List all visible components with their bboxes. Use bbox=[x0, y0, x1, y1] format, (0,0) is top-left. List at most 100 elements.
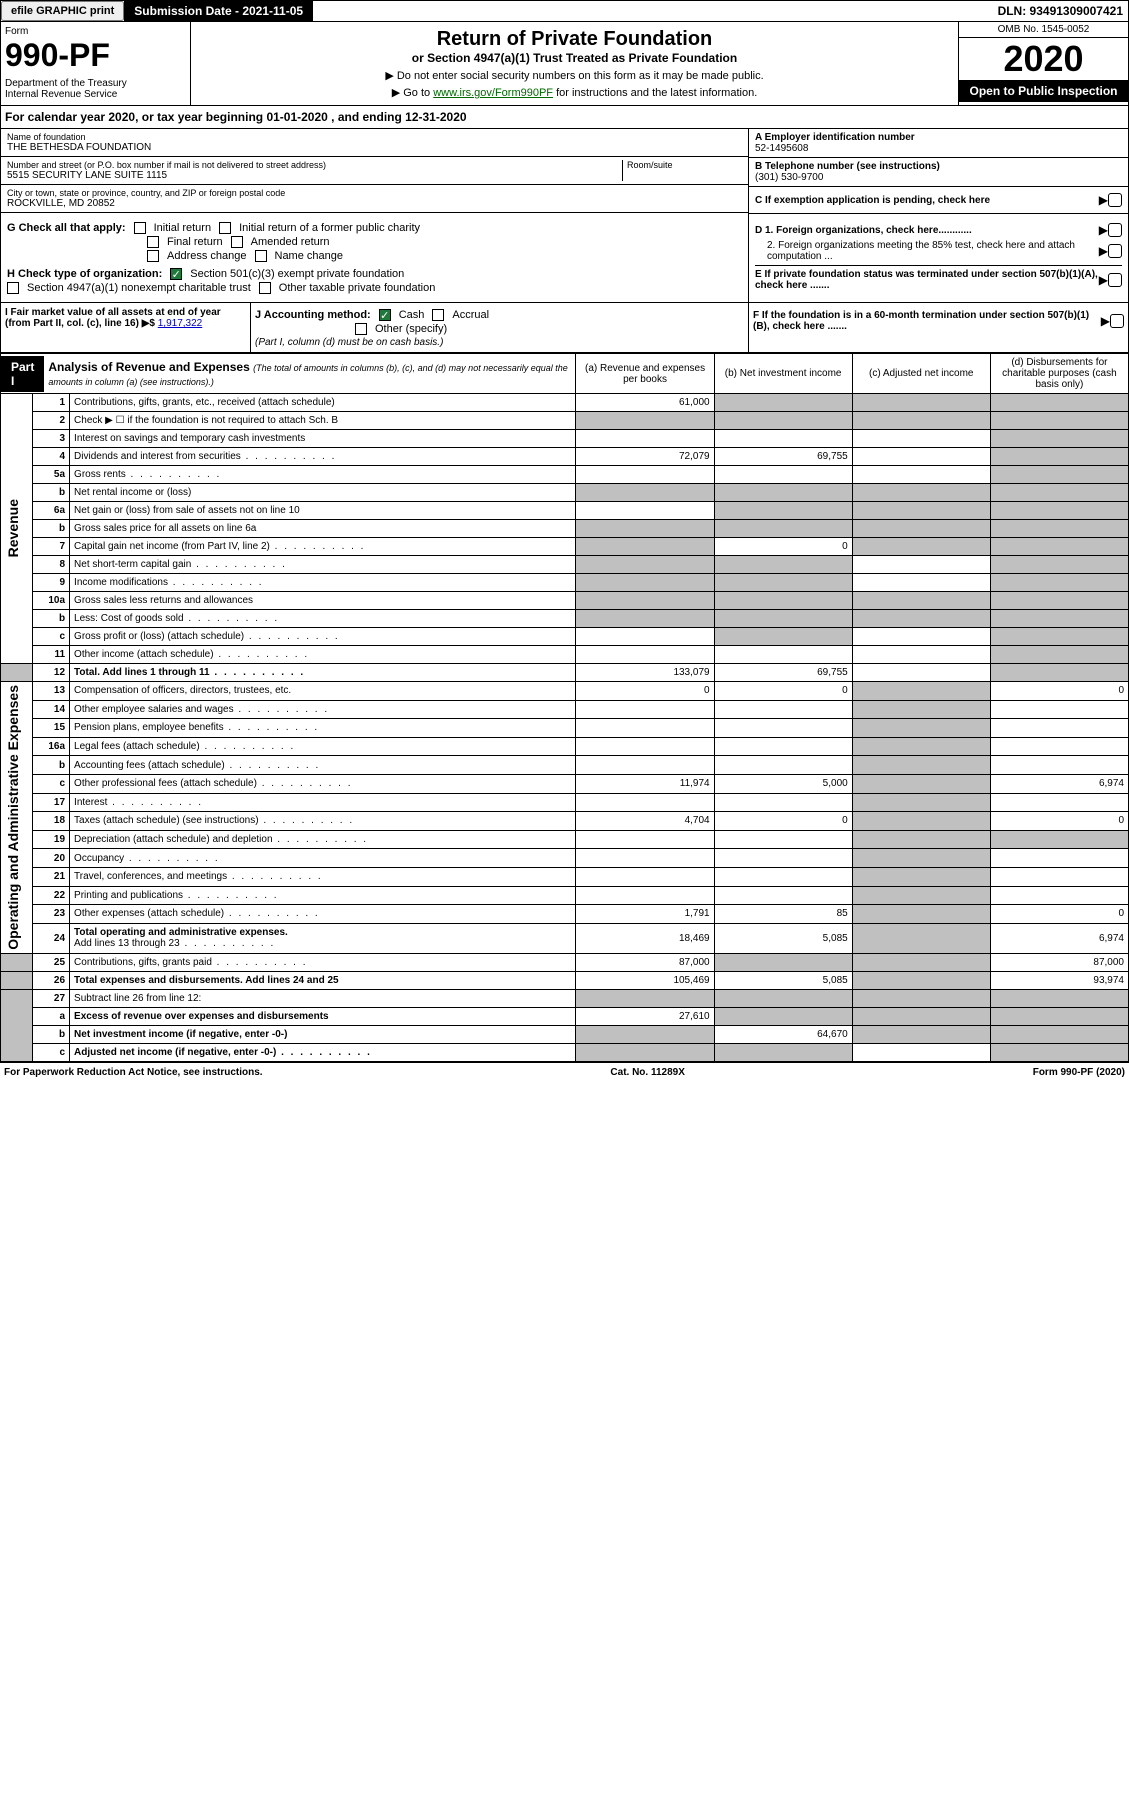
val-d bbox=[990, 574, 1128, 592]
checkbox-501c3[interactable]: ✓ bbox=[170, 268, 182, 280]
line-num: 24 bbox=[33, 923, 70, 953]
val-a: 87,000 bbox=[576, 953, 714, 971]
cell-ein: A Employer identification number 52-1495… bbox=[749, 129, 1128, 158]
checkbox-other-acct[interactable] bbox=[355, 323, 367, 335]
line-desc: Accounting fees (attach schedule) bbox=[70, 756, 576, 775]
checkbox-name[interactable] bbox=[255, 250, 267, 262]
line-num: b bbox=[33, 756, 70, 775]
val-b bbox=[714, 592, 852, 610]
checkbox-c[interactable] bbox=[1108, 193, 1122, 207]
val-b bbox=[714, 556, 852, 574]
part1-tag: Part I bbox=[1, 356, 44, 392]
checkbox-e[interactable] bbox=[1108, 273, 1122, 287]
footer-mid: Cat. No. 11289X bbox=[610, 1067, 684, 1078]
j-note: (Part I, column (d) must be on cash basi… bbox=[255, 337, 744, 348]
checkbox-amended[interactable] bbox=[231, 236, 243, 248]
note-link: ▶ Go to www.irs.gov/Form990PF for instru… bbox=[197, 86, 952, 99]
header-mid: Return of Private Foundation or Section … bbox=[191, 22, 958, 105]
val-b bbox=[714, 394, 852, 412]
val-b: 5,085 bbox=[714, 923, 852, 953]
d-section: D 1. Foreign organizations, check here..… bbox=[748, 214, 1128, 302]
checkbox-accrual[interactable] bbox=[432, 309, 444, 321]
f-section: F If the foundation is in a 60-month ter… bbox=[748, 303, 1128, 352]
val-a bbox=[576, 737, 714, 756]
checkbox-cash[interactable]: ✓ bbox=[379, 309, 391, 321]
val-b bbox=[714, 989, 852, 1007]
line-num: 19 bbox=[33, 830, 70, 849]
line-num: 11 bbox=[33, 646, 70, 664]
val-b bbox=[714, 953, 852, 971]
tax-year: 2020 bbox=[959, 38, 1128, 80]
val-b bbox=[714, 867, 852, 886]
line-num: 4 bbox=[33, 448, 70, 466]
val-b bbox=[714, 1007, 852, 1025]
line-desc: Pension plans, employee benefits bbox=[70, 719, 576, 738]
checkbox-d2[interactable] bbox=[1108, 244, 1122, 258]
val-d bbox=[990, 1025, 1128, 1043]
line-num: 12 bbox=[33, 664, 70, 682]
row-14: 14Other employee salaries and wages bbox=[1, 700, 1129, 719]
arrow-icon: ▶ bbox=[1099, 273, 1108, 287]
row-26: 26Total expenses and disbursements. Add … bbox=[1, 971, 1129, 989]
efile-print-button[interactable]: efile GRAPHIC print bbox=[1, 1, 124, 21]
val-b: 64,670 bbox=[714, 1025, 852, 1043]
line-num: 21 bbox=[33, 867, 70, 886]
val-d: 6,974 bbox=[990, 774, 1128, 793]
line-num: a bbox=[33, 1007, 70, 1025]
row-15: 15Pension plans, employee benefits bbox=[1, 719, 1129, 738]
checkbox-final[interactable] bbox=[147, 236, 159, 248]
val-d bbox=[990, 610, 1128, 628]
val-b bbox=[714, 700, 852, 719]
g-section: G Check all that apply: Initial return I… bbox=[1, 214, 748, 302]
line-desc: Other professional fees (attach schedule… bbox=[70, 774, 576, 793]
val-b bbox=[714, 793, 852, 812]
val-d: 0 bbox=[990, 682, 1128, 701]
val-c bbox=[852, 466, 990, 484]
checkbox-d1[interactable] bbox=[1108, 223, 1122, 237]
val-c bbox=[852, 682, 990, 701]
line-desc: Interest bbox=[70, 793, 576, 812]
row-21: 21Travel, conferences, and meetings bbox=[1, 867, 1129, 886]
irs-link[interactable]: www.irs.gov/Form990PF bbox=[433, 87, 553, 99]
checkbox-initial-former[interactable] bbox=[219, 222, 231, 234]
form-subtitle: or Section 4947(a)(1) Trust Treated as P… bbox=[197, 51, 952, 65]
val-a bbox=[576, 502, 714, 520]
ein-label: A Employer identification number bbox=[755, 132, 1122, 143]
checkbox-f[interactable] bbox=[1110, 314, 1124, 328]
val-d bbox=[990, 886, 1128, 905]
val-b: 69,755 bbox=[714, 448, 852, 466]
line-num: c bbox=[33, 1043, 70, 1061]
val-a bbox=[576, 756, 714, 775]
d2-label: 2. Foreign organizations meeting the 85%… bbox=[755, 240, 1099, 262]
val-c bbox=[852, 1025, 990, 1043]
checkbox-initial-return[interactable] bbox=[134, 222, 146, 234]
val-d: 6,974 bbox=[990, 923, 1128, 953]
line-desc: Gross profit or (loss) (attach schedule) bbox=[70, 628, 576, 646]
part1-header: Part I Analysis of Revenue and Expenses … bbox=[1, 356, 575, 392]
c-label: C If exemption application is pending, c… bbox=[755, 195, 1099, 206]
part1-table: Part I Analysis of Revenue and Expenses … bbox=[0, 353, 1129, 1062]
val-c bbox=[852, 953, 990, 971]
row-18: 18Taxes (attach schedule) (see instructi… bbox=[1, 812, 1129, 831]
checkbox-4947[interactable] bbox=[7, 282, 19, 294]
val-d bbox=[990, 737, 1128, 756]
ein-value: 52-1495608 bbox=[755, 143, 1122, 154]
cell-addr: Number and street (or P.O. box number if… bbox=[1, 157, 748, 185]
checkbox-address[interactable] bbox=[147, 250, 159, 262]
g-r3: Final return bbox=[167, 236, 223, 248]
info-left: Name of foundation THE BETHESDA FOUNDATI… bbox=[1, 129, 748, 214]
val-c bbox=[852, 700, 990, 719]
j-cash: Cash bbox=[399, 309, 425, 321]
phone-value: (301) 530-9700 bbox=[755, 172, 1122, 183]
row-17: 17Interest bbox=[1, 793, 1129, 812]
checkbox-other-tax[interactable] bbox=[259, 282, 271, 294]
val-a bbox=[576, 793, 714, 812]
row-23: 23Other expenses (attach schedule)1,7918… bbox=[1, 905, 1129, 924]
val-c bbox=[852, 812, 990, 831]
val-b bbox=[714, 430, 852, 448]
form-number: 990-PF bbox=[5, 37, 186, 74]
note-ssn: ▶ Do not enter social security numbers o… bbox=[197, 69, 952, 82]
val-a bbox=[576, 556, 714, 574]
val-d: 87,000 bbox=[990, 953, 1128, 971]
val-a: 0 bbox=[576, 682, 714, 701]
